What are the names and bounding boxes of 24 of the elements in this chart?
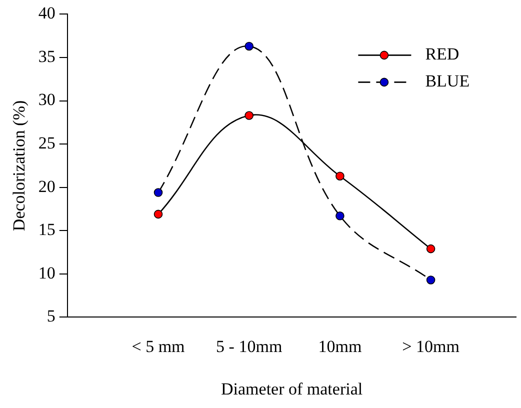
legend-label: RED [425,44,460,64]
point [336,212,344,220]
y-tick-label: 15 [38,220,56,240]
point [154,210,163,219]
point [426,276,436,284]
point [154,188,163,197]
y-tick-label: 25 [38,134,56,153]
y-tick-label: 5 [46,306,56,326]
legend-label: BLUE [425,72,470,91]
y-tick-label: 20 [38,176,56,196]
point [426,244,436,254]
y-axis-title: Decolorization (%) [10,100,29,232]
point [336,172,344,180]
y-tick-label: 35 [38,46,56,66]
x-tick-label: 5 - 10mm [216,336,282,356]
x-tick-label: 10mm [318,336,362,356]
y-tick-label: 30 [38,90,56,110]
x-tick-label: > 10mm [402,336,460,356]
point [244,42,254,51]
y-tick-label: 40 [38,4,56,23]
x-tick-label: < 5 mm [132,336,185,356]
point [244,111,254,120]
y-tick-label: 10 [38,263,56,282]
x-axis-title: Diameter of material [220,379,363,398]
